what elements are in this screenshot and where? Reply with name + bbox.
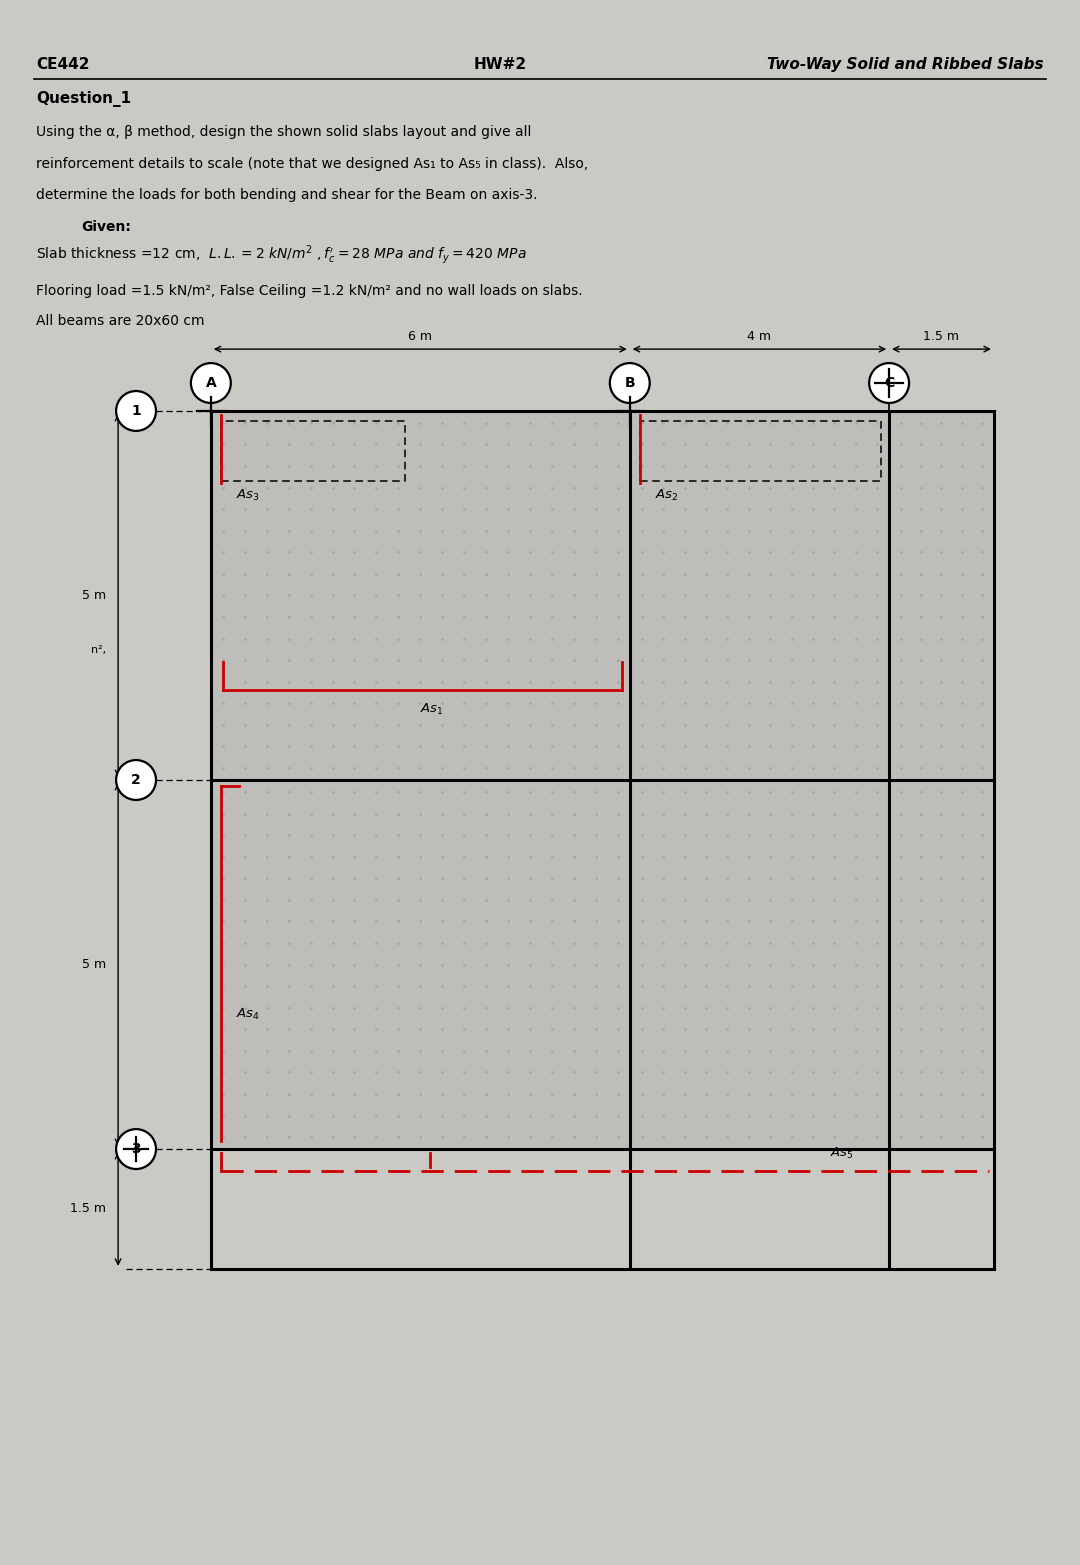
Circle shape xyxy=(116,391,156,430)
Text: $As_4$: $As_4$ xyxy=(235,1006,260,1022)
Text: HW#2: HW#2 xyxy=(473,56,527,72)
Text: reinforcement details to scale (note that we designed As₁ to As₅ in class).  Als: reinforcement details to scale (note tha… xyxy=(37,156,589,171)
Circle shape xyxy=(610,363,650,402)
Text: C: C xyxy=(883,376,894,390)
Text: $As_3$: $As_3$ xyxy=(235,488,259,504)
Bar xyxy=(889,412,994,779)
Text: Flooring load =1.5 kN/m², False Ceiling =1.2 kN/m² and no wall loads on slabs.: Flooring load =1.5 kN/m², False Ceiling … xyxy=(37,285,583,299)
Text: 4 m: 4 m xyxy=(747,330,771,343)
Text: $As_5$: $As_5$ xyxy=(829,1146,853,1161)
Bar xyxy=(630,779,889,1149)
Text: Given:: Given: xyxy=(81,221,131,235)
Text: CE442: CE442 xyxy=(37,56,90,72)
Circle shape xyxy=(116,1128,156,1169)
Bar xyxy=(630,412,889,779)
Circle shape xyxy=(191,363,231,402)
Text: n²,: n², xyxy=(91,645,106,656)
Text: Slab thickness =12 cm,  $L. L. = 2\ kN/m^2\ ,f_c' = 28\ MPa\ and\ f_y = 420\ MPa: Slab thickness =12 cm, $L. L. = 2\ kN/m^… xyxy=(37,244,527,266)
Text: $As_1$: $As_1$ xyxy=(420,703,444,717)
Text: 5 m: 5 m xyxy=(82,958,106,970)
Text: 5 m: 5 m xyxy=(82,588,106,603)
Text: 2: 2 xyxy=(131,773,140,787)
Text: 1.5 m: 1.5 m xyxy=(70,1202,106,1216)
Text: 6 m: 6 m xyxy=(408,330,432,343)
Text: $As_2$: $As_2$ xyxy=(654,488,678,504)
Text: Using the α, β method, design the shown solid slabs layout and give all: Using the α, β method, design the shown … xyxy=(37,125,531,139)
Bar xyxy=(211,779,630,1149)
Text: 1: 1 xyxy=(131,404,140,418)
Bar xyxy=(889,779,994,1149)
Text: A: A xyxy=(205,376,216,390)
Bar xyxy=(211,412,630,779)
Text: All beams are 20x60 cm: All beams are 20x60 cm xyxy=(37,315,205,329)
Circle shape xyxy=(116,761,156,800)
Text: 1.5 m: 1.5 m xyxy=(923,330,959,343)
Text: 3: 3 xyxy=(132,1142,140,1157)
Text: determine the loads for both bending and shear for the Beam on axis-3.: determine the loads for both bending and… xyxy=(37,188,538,202)
Circle shape xyxy=(869,363,909,402)
Text: Question_1: Question_1 xyxy=(37,91,132,106)
Text: B: B xyxy=(624,376,635,390)
Text: Two-Way Solid and Ribbed Slabs: Two-Way Solid and Ribbed Slabs xyxy=(767,56,1043,72)
